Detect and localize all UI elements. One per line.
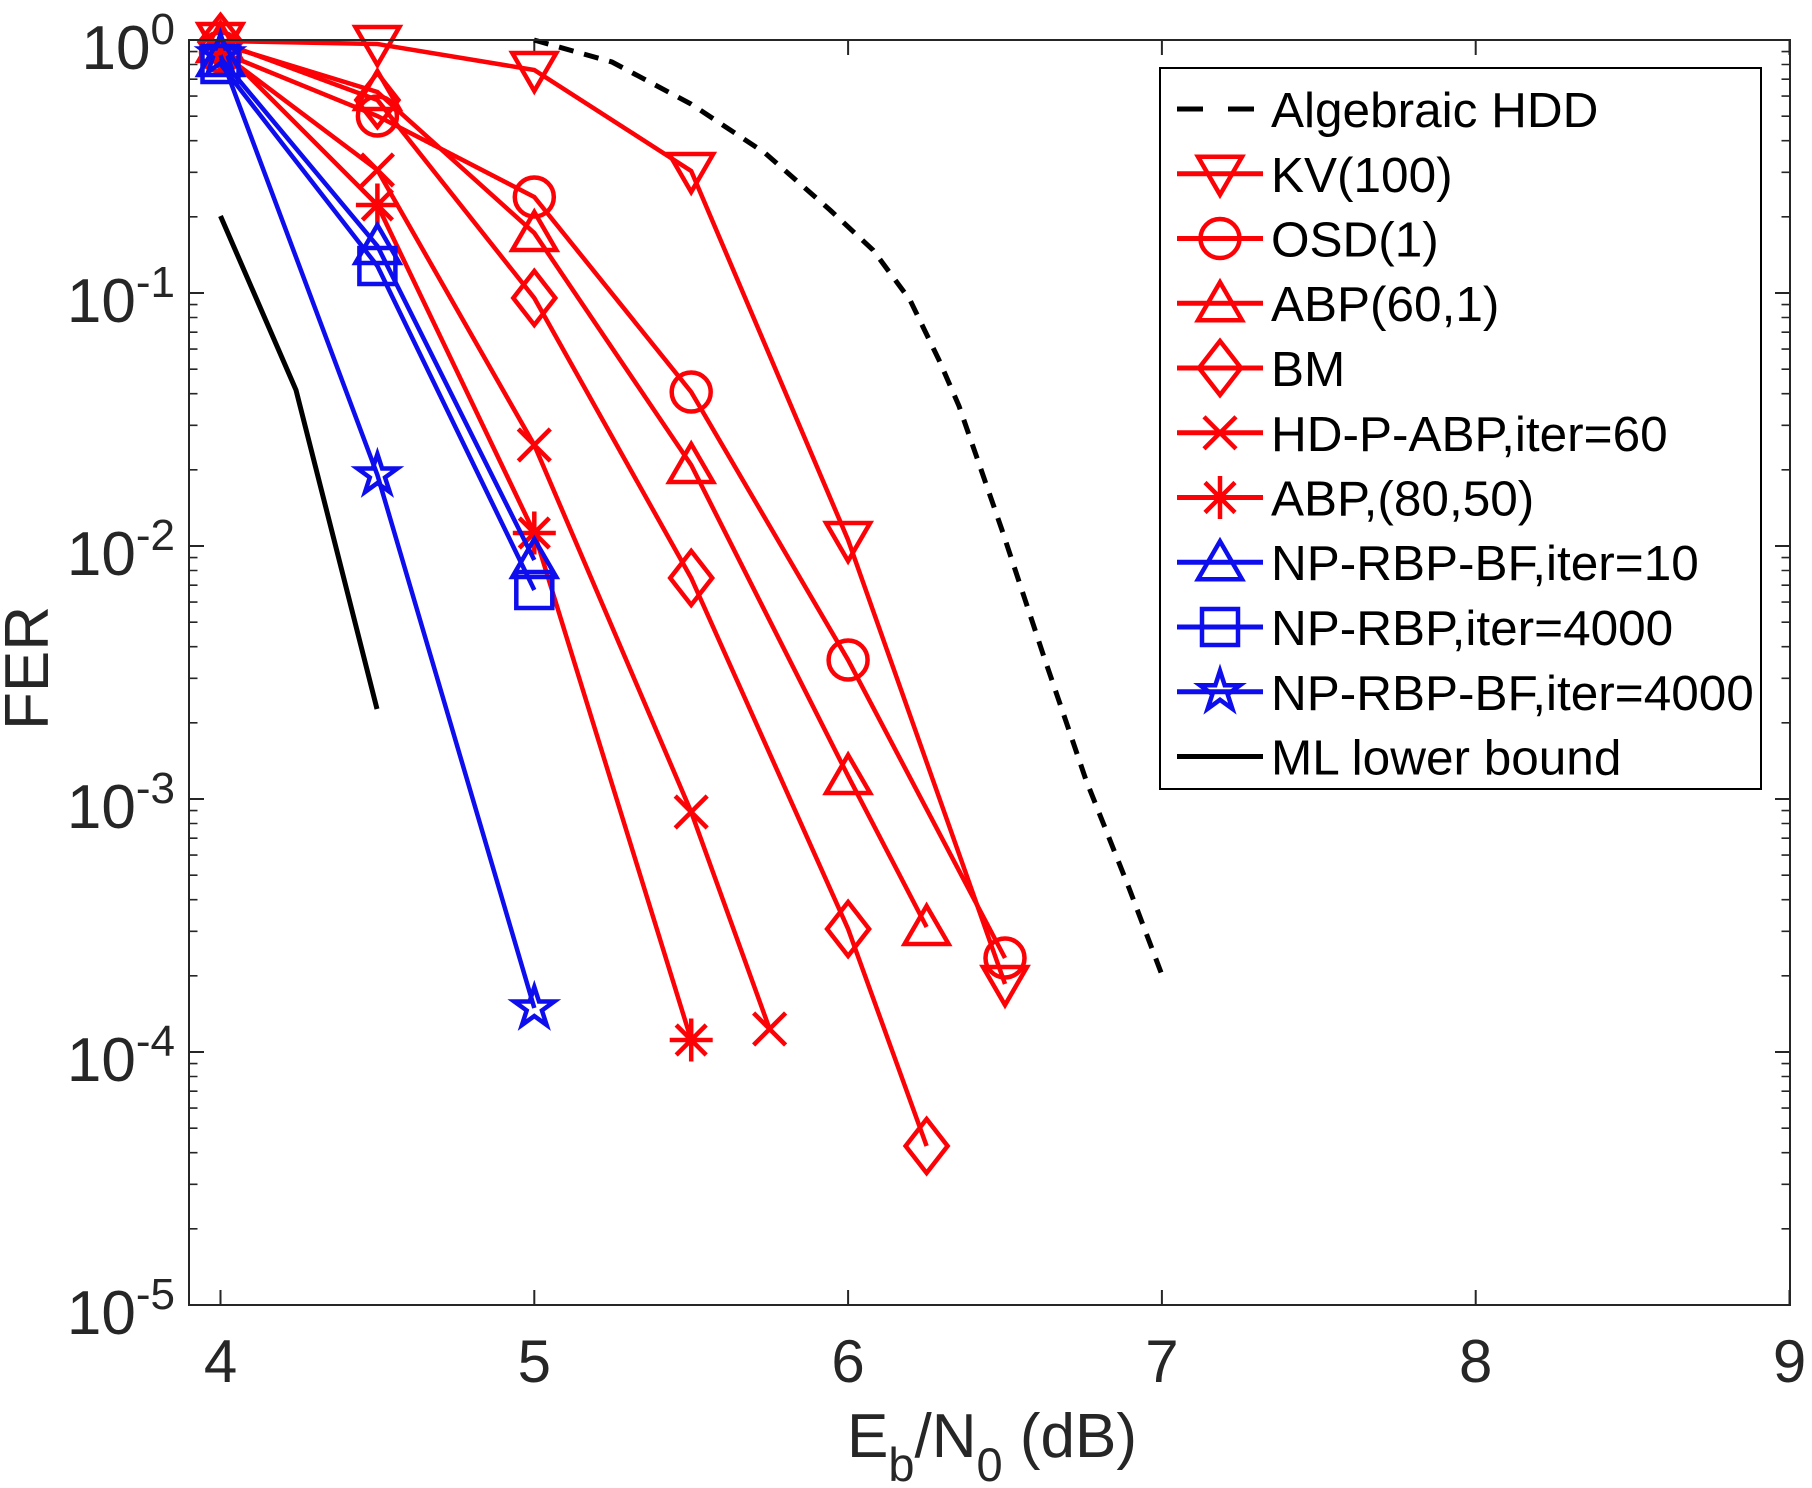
svg-text:HD-P-ABP,iter=60: HD-P-ABP,iter=60 (1271, 407, 1668, 462)
svg-text:KV(100): KV(100) (1271, 148, 1453, 203)
svg-text:6: 6 (831, 1328, 864, 1395)
svg-text:NP-RBP-BF,iter=10: NP-RBP-BF,iter=10 (1271, 536, 1699, 591)
svg-text:NP-RBP,iter=4000: NP-RBP,iter=4000 (1271, 601, 1673, 656)
svg-text:8: 8 (1459, 1328, 1492, 1395)
svg-text:ML lower bound: ML lower bound (1271, 731, 1621, 786)
svg-text:BM: BM (1271, 342, 1345, 397)
svg-text:NP-RBP-BF,iter=4000: NP-RBP-BF,iter=4000 (1271, 666, 1754, 721)
svg-text:5: 5 (518, 1328, 551, 1395)
svg-text:100: 100 (82, 5, 175, 83)
svg-text:4: 4 (204, 1328, 237, 1395)
svg-text:ABP(60,1): ABP(60,1) (1271, 277, 1499, 332)
svg-text:9: 9 (1773, 1328, 1806, 1395)
svg-text:Algebraic HDD: Algebraic HDD (1271, 83, 1598, 138)
svg-text:7: 7 (1145, 1328, 1178, 1395)
svg-text:10-2: 10-2 (67, 511, 175, 589)
svg-text:ABP,(80,50): ABP,(80,50) (1271, 472, 1534, 527)
svg-text:OSD(1): OSD(1) (1271, 213, 1439, 268)
svg-text:FER: FER (0, 606, 62, 730)
